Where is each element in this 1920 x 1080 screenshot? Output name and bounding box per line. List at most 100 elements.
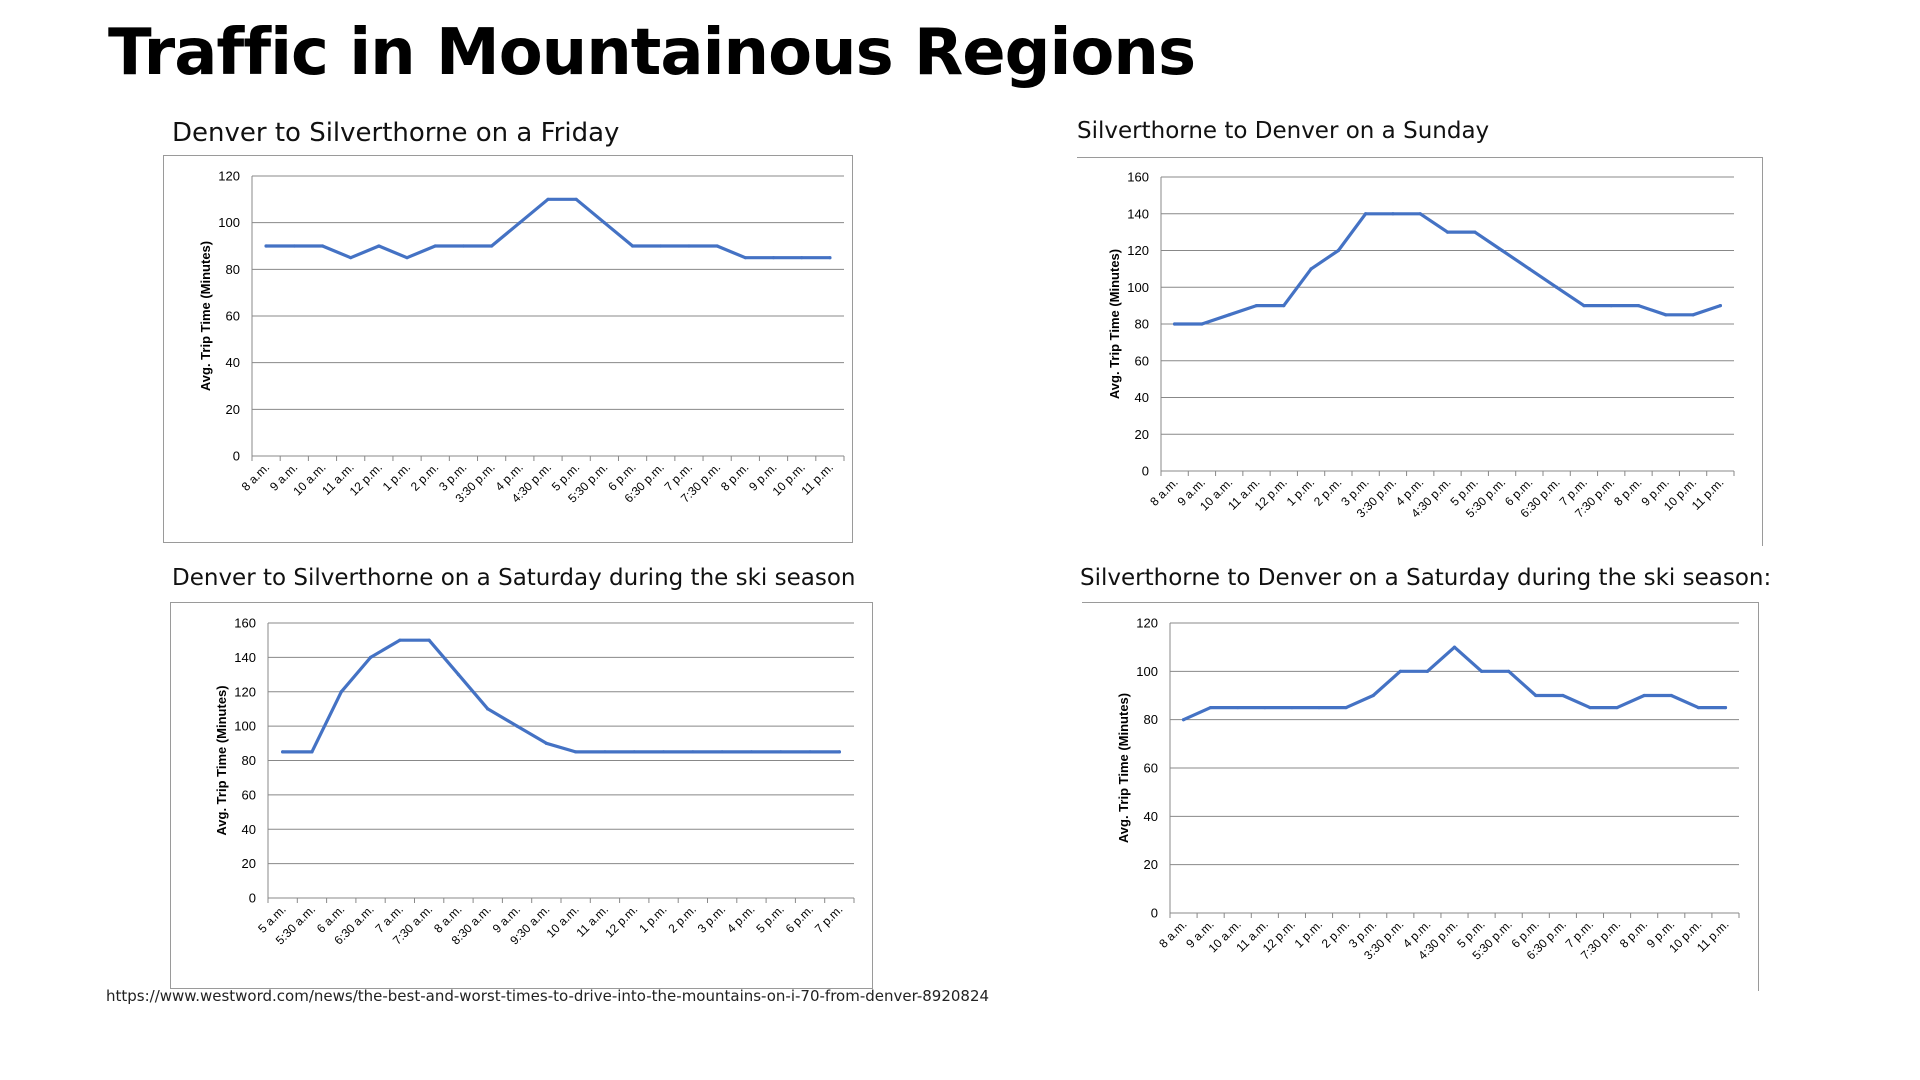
data-point — [1336, 248, 1340, 253]
x-tick-label: 3 p.m. — [695, 902, 728, 935]
x-tick-label: 2 p.m. — [1319, 917, 1352, 950]
y-tick-label: 20 — [242, 856, 256, 871]
source-url: https://www.westword.com/news/the-best-a… — [106, 987, 990, 1005]
x-tick-label: 2 p.m. — [408, 460, 441, 493]
y-tick-label: 60 — [1135, 353, 1149, 368]
chart-box-ski-outbound: 0 20 40 60 80 100 120 140 160 5 a.m. 5:30 a.m. 6 a.… — [170, 602, 873, 989]
x-tick-label: 11 p.m. — [798, 460, 836, 498]
data-point — [368, 655, 373, 659]
data-point — [1254, 304, 1259, 308]
chart-title-ski-outbound: Denver to Silverthorne on a Saturday dur… — [172, 565, 856, 591]
data-point — [1236, 705, 1240, 710]
y-tick-label: 140 — [234, 650, 256, 665]
data-point — [1425, 669, 1430, 673]
data-point — [779, 750, 783, 754]
data-point — [398, 638, 402, 642]
x-tick-label: 8 p.m. — [1617, 917, 1650, 950]
x-tick-label: 8 p.m. — [718, 460, 751, 493]
data-point — [1290, 705, 1294, 710]
chart-box-ski-return: 0 20 40 60 80 100 120 8 a.m. 9 a.m. 10 a.m. 11 a.m… — [1082, 602, 1759, 991]
y-tick-label: 120 — [234, 684, 256, 699]
y-tick-label: 80 — [1144, 712, 1158, 727]
data-point — [461, 244, 466, 248]
data-point — [518, 221, 522, 225]
y-tick-label: 40 — [242, 822, 256, 837]
data-point — [264, 244, 268, 248]
y-tick-label: 100 — [218, 215, 240, 230]
chart-box-friday: 0 20 40 60 80 100 120 8 a.m. 9 a.m. 10 a.m. 11 a.m… — [163, 155, 853, 543]
x-tick-label: 8 a.m. — [1156, 917, 1189, 950]
data-point — [339, 690, 343, 694]
data-point — [349, 256, 353, 260]
y-tick-label: 20 — [1144, 857, 1158, 872]
data-point — [1718, 304, 1722, 308]
series-line — [264, 197, 832, 260]
data-point — [715, 244, 719, 248]
y-axis-title: Avg. Trip Time (Minutes) — [1116, 693, 1131, 843]
data-point — [1691, 313, 1695, 317]
data-point — [1200, 322, 1204, 326]
y-tick-label: 0 — [1151, 906, 1158, 921]
data-point — [1609, 304, 1613, 308]
data-point — [1669, 693, 1673, 698]
data-point — [1317, 705, 1321, 710]
y-tick-label: 40 — [226, 355, 240, 370]
x-tick-label: 2 p.m. — [1311, 475, 1344, 508]
data-point — [310, 750, 314, 754]
data-point — [1479, 669, 1484, 673]
x-tick-label: 10 a.m. — [544, 902, 582, 940]
data-point — [320, 244, 325, 248]
y-tick-label: 0 — [249, 891, 256, 906]
chart-title-ski-return: Silverthorne to Denver on a Saturday dur… — [1080, 565, 1772, 591]
data-point — [456, 672, 461, 677]
y-tick-label: 80 — [242, 753, 256, 768]
data-point — [1500, 248, 1504, 253]
data-point — [1642, 693, 1646, 698]
x-tick-label: 4 p.m. — [724, 902, 757, 935]
data-point — [1263, 705, 1267, 710]
y-axis-title: Avg. Trip Time (Minutes) — [214, 685, 229, 835]
data-point — [1615, 705, 1619, 710]
data-point — [800, 256, 804, 260]
y-tick-label: 60 — [242, 787, 256, 802]
y-tick-label: 60 — [1144, 761, 1158, 776]
slide-title: Traffic in Mountainous Regions — [108, 16, 1196, 90]
y-tick-label: 40 — [1135, 390, 1149, 405]
data-point — [749, 750, 754, 754]
data-point — [720, 750, 724, 754]
data-point — [1588, 705, 1592, 710]
data-point — [661, 750, 666, 754]
y-tick-label: 80 — [1135, 317, 1149, 332]
data-point — [490, 244, 494, 248]
data-point — [377, 244, 381, 248]
data-point — [1636, 304, 1641, 308]
data-point — [427, 638, 431, 642]
x-tick-label: 12 p.m. — [602, 902, 640, 940]
y-tick-label: 20 — [226, 402, 240, 417]
data-point — [1561, 693, 1565, 698]
y-tick-label: 140 — [1127, 206, 1149, 221]
data-point — [837, 750, 841, 754]
data-point — [771, 256, 776, 260]
data-point — [1344, 705, 1348, 710]
data-point — [1473, 230, 1477, 234]
x-tick-label: 8 a.m. — [239, 460, 272, 493]
data-point — [602, 221, 606, 225]
y-tick-label: 100 — [1136, 664, 1158, 679]
data-point — [515, 724, 519, 728]
data-point — [687, 244, 691, 248]
y-tick-label: 120 — [1127, 243, 1149, 258]
data-point — [1309, 267, 1313, 271]
x-tick-label: 8 a.m. — [1147, 475, 1180, 508]
data-point — [1282, 304, 1286, 308]
data-point — [743, 256, 747, 260]
data-point — [1181, 718, 1186, 722]
x-tick-label: 1 p.m. — [1284, 475, 1317, 508]
data-point — [1527, 267, 1531, 271]
x-tick-label: 1 p.m. — [636, 902, 669, 935]
y-tick-label: 100 — [1127, 280, 1149, 295]
data-point — [1696, 705, 1700, 710]
chart-title-friday: Denver to Silverthorne on a Friday — [172, 118, 620, 148]
